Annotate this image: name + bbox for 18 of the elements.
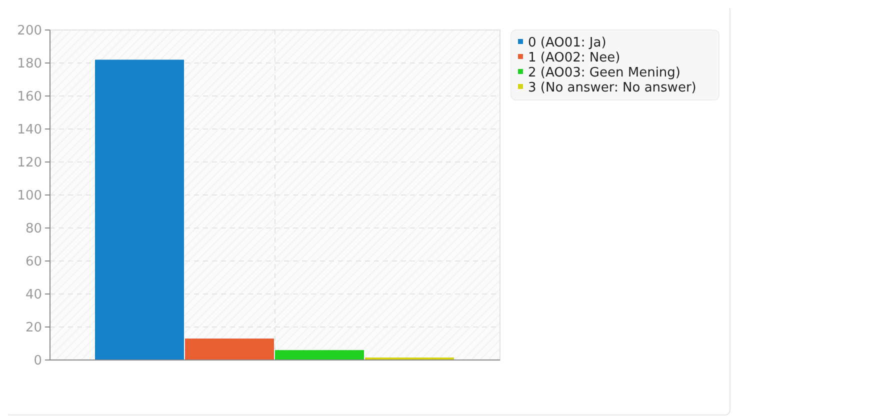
bar bbox=[275, 350, 364, 360]
bar bbox=[185, 338, 274, 360]
bar bbox=[95, 60, 184, 360]
y-tick-label: 100 bbox=[17, 188, 42, 204]
y-tick-label: 180 bbox=[17, 56, 42, 72]
legend-label: 3 (No answer: No answer) bbox=[528, 80, 696, 96]
legend-label: 0 (AO01: Ja) bbox=[528, 36, 606, 51]
y-tick-label: 60 bbox=[25, 254, 42, 270]
y-tick-label: 0 bbox=[34, 354, 42, 369]
y-tick-label: 120 bbox=[17, 156, 42, 171]
y-tick-label: 200 bbox=[17, 24, 42, 39]
y-tick-label: 160 bbox=[17, 90, 42, 105]
y-tick-label: 80 bbox=[25, 222, 42, 237]
y-tick-label: 20 bbox=[25, 320, 42, 336]
y-tick-label: 140 bbox=[17, 122, 42, 138]
y-tick-label: 40 bbox=[25, 288, 42, 303]
legend-label: 2 (AO03: Geen Mening) bbox=[528, 66, 680, 81]
legend-label: 1 (AO02: Nee) bbox=[528, 50, 620, 66]
